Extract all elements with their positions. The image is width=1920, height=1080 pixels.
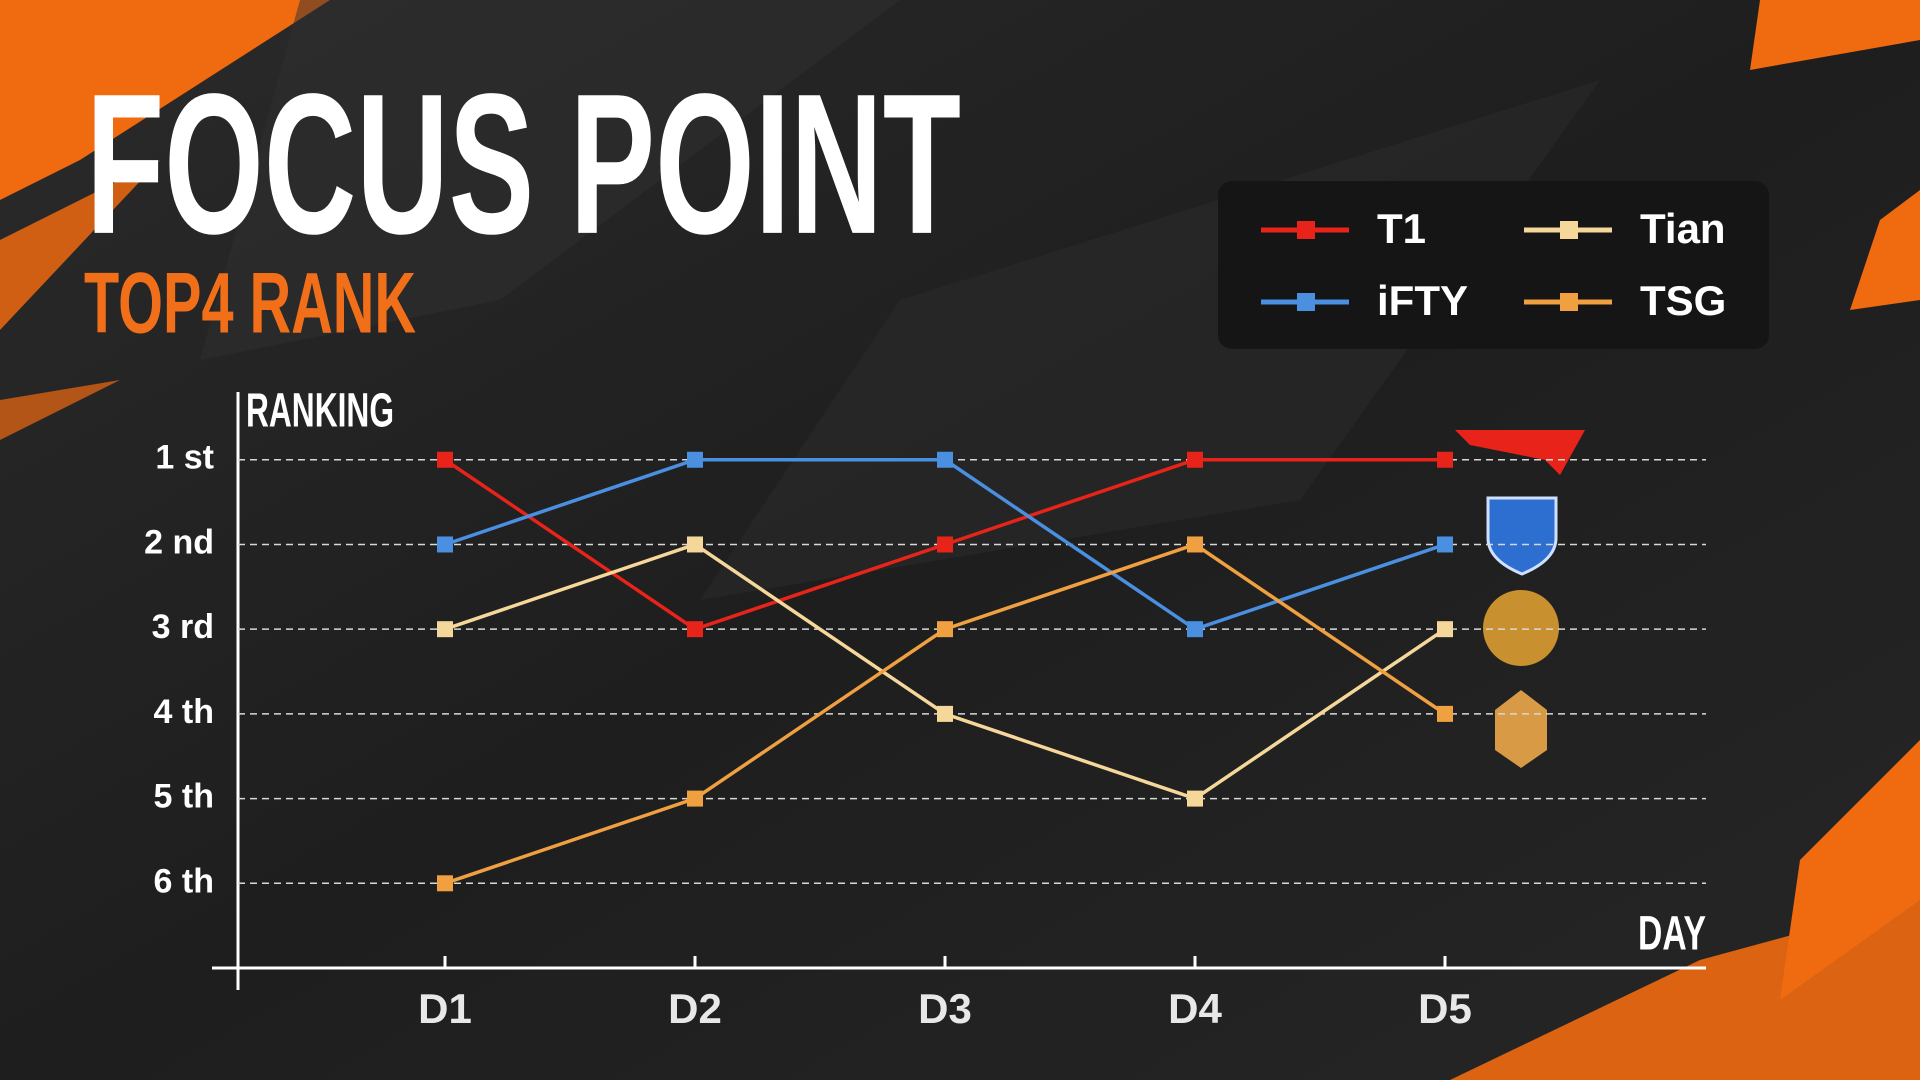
x-tick-label: D4 xyxy=(1168,985,1222,1032)
legend-label: Tian xyxy=(1640,205,1726,252)
y-axis-label: RANKING xyxy=(246,385,394,438)
y-tick-label: 4 th xyxy=(154,693,214,731)
legend-swatch-marker xyxy=(1297,293,1315,311)
data-point xyxy=(1187,451,1203,468)
y-tick-label: 5 th xyxy=(154,778,214,816)
data-point xyxy=(687,621,703,638)
data-point xyxy=(1187,536,1203,553)
data-point xyxy=(1437,451,1453,468)
data-point xyxy=(1187,621,1203,638)
data-point xyxy=(937,621,953,638)
data-point xyxy=(437,875,453,892)
y-tick-label: 2 nd xyxy=(144,523,214,561)
data-point xyxy=(937,451,953,468)
y-tick-label: 6 th xyxy=(154,862,214,900)
y-tick-label: 1 st xyxy=(155,439,214,477)
data-point xyxy=(437,621,453,638)
x-tick-label: D1 xyxy=(418,985,472,1032)
data-point xyxy=(937,536,953,553)
x-tick-label: D2 xyxy=(668,985,722,1032)
data-point xyxy=(1187,790,1203,807)
legend-label: iFTY xyxy=(1377,277,1468,324)
x-axis-label: DAY xyxy=(1638,908,1706,961)
data-point xyxy=(937,705,953,722)
chart-subtitle: TOP4 RANK xyxy=(84,256,416,352)
legend-label: TSG xyxy=(1640,277,1726,324)
y-tick-label: 3 rd xyxy=(152,608,214,646)
team-logos xyxy=(1455,430,1585,768)
legend-label: T1 xyxy=(1377,205,1426,252)
legend-box xyxy=(1218,181,1769,349)
data-point xyxy=(687,451,703,468)
data-point xyxy=(437,451,453,468)
legend-swatch-marker xyxy=(1560,221,1578,239)
x-tick-label: D3 xyxy=(918,985,972,1032)
data-point xyxy=(687,536,703,553)
legend-swatch-marker xyxy=(1560,293,1578,311)
legend-swatch-marker xyxy=(1297,221,1315,239)
data-point xyxy=(1437,621,1453,638)
x-tick-label: D5 xyxy=(1418,985,1472,1032)
chart-title: FOCUS POINT xyxy=(86,53,961,276)
data-point xyxy=(1437,536,1453,553)
data-point xyxy=(437,536,453,553)
data-point xyxy=(687,790,703,807)
data-point xyxy=(1437,705,1453,722)
